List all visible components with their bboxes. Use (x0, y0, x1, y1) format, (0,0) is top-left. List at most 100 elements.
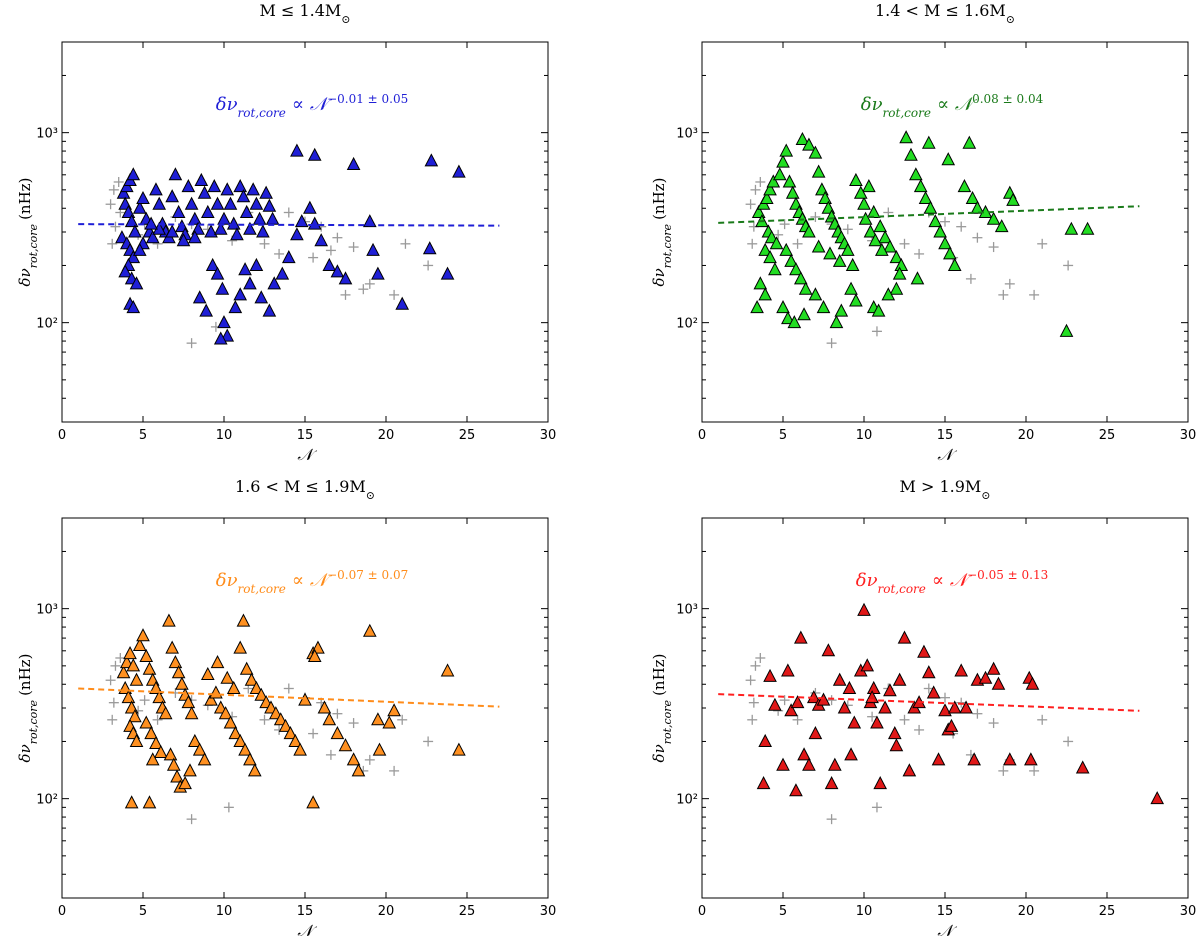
triangle-point (204, 224, 218, 238)
triangle-point (870, 715, 884, 729)
triangle-point (249, 196, 264, 210)
triangle-point (845, 257, 860, 271)
x-tick-label: 20 (378, 428, 395, 443)
plus-point (423, 736, 434, 747)
plus-point (259, 714, 270, 725)
triangle-point (188, 211, 202, 225)
triangle-point (192, 742, 207, 756)
triangle-point (816, 692, 831, 706)
triangle-point (909, 167, 923, 181)
triangle-point (144, 216, 158, 230)
triangle-point (797, 747, 811, 761)
plus-point (810, 211, 821, 222)
triangle-point (776, 154, 790, 168)
triangle-point (371, 712, 385, 726)
x-tick-label: 5 (139, 904, 147, 919)
plus-point (364, 278, 375, 289)
triangle-point (317, 700, 332, 714)
triangle-point (330, 264, 345, 278)
triangle-point (371, 266, 385, 280)
triangle-point (931, 752, 946, 766)
triangle-point (779, 242, 794, 256)
x-tick-label: 30 (1180, 904, 1197, 919)
triangle-point (152, 196, 167, 210)
panel-1: M ≤ 1.4M⊙ 0 5 10 15 20 25 30 10² 10³ 𝒩δνrot,core(n… (16, 1, 556, 464)
plus-point (348, 718, 359, 729)
triangle-point (249, 257, 264, 271)
triangle-point (362, 623, 377, 637)
triangle-point (210, 266, 225, 280)
triangle-point (249, 680, 264, 694)
triangle-point (849, 293, 863, 307)
triangle-point (928, 214, 943, 228)
triangle-point (781, 663, 795, 677)
triangle-point (818, 190, 832, 205)
triangle-point (116, 185, 131, 199)
triangle-point (913, 179, 928, 193)
triangle-point (278, 718, 293, 732)
triangle-point (918, 190, 933, 205)
plus-point (748, 697, 759, 708)
triangle-point (857, 602, 871, 616)
triangle-point (847, 715, 862, 729)
fit-annotation: δνrot,core ∝ 𝒩0.08 ± 0.04 (861, 92, 1044, 120)
triangle-point (844, 747, 858, 761)
triangle-point (246, 182, 260, 196)
triangle-point (239, 661, 254, 675)
triangle-point (128, 709, 142, 723)
triangle-point (395, 296, 410, 310)
triangle-point (152, 690, 167, 704)
triangle-point (307, 147, 322, 161)
triangle-point (124, 795, 139, 809)
triangle-point (440, 266, 455, 280)
triangle-point (874, 242, 889, 256)
x-tick-label: 25 (1099, 428, 1116, 443)
triangle-point (290, 143, 304, 157)
plus-point (988, 718, 999, 729)
triangle-point (802, 137, 816, 151)
triangle-point (132, 637, 147, 651)
triangle-point (116, 665, 131, 679)
x-tick-label: 5 (139, 428, 147, 443)
triangle-point (887, 726, 902, 740)
x-tick-label: 15 (937, 428, 954, 443)
triangle-point (126, 300, 141, 314)
plus-point (972, 232, 983, 243)
triangle-point (962, 135, 977, 149)
triangle-point (145, 752, 160, 766)
plus-point (826, 814, 837, 825)
plus-point (108, 697, 119, 708)
triangle-point (142, 795, 157, 809)
triangle-point (273, 712, 288, 726)
plus-point (152, 714, 163, 725)
triangle-point (171, 665, 186, 679)
triangle-point (941, 152, 956, 166)
triangle-point (228, 726, 243, 740)
triangle-point (338, 271, 353, 285)
x-tick-label: 10 (856, 904, 873, 919)
triangle-point (889, 738, 904, 752)
triangle-point (184, 196, 199, 210)
x-tick-label: 25 (459, 904, 476, 919)
triangle-point (902, 763, 917, 777)
plus-point (113, 176, 124, 187)
triangle-point (210, 655, 225, 669)
plus-point (755, 176, 766, 187)
triangle-point (382, 715, 397, 729)
triangle-point (986, 661, 1001, 675)
triangle-point (849, 172, 863, 186)
triangle-point (816, 300, 831, 314)
triangle-point (223, 196, 238, 210)
triangle-point (1064, 221, 1079, 235)
triangle-point (763, 250, 777, 264)
panel-title: M > 1.9M⊙ (899, 477, 990, 502)
fit-annotation: δνrot,core ∝ 𝒩−0.07 ± 0.07 (216, 568, 409, 596)
triangle-point (789, 783, 803, 797)
triangle-point (790, 695, 805, 709)
triangle-point (322, 712, 337, 726)
triangle-point (236, 189, 251, 203)
plus-point (972, 708, 983, 719)
plus-point (750, 184, 761, 195)
triangle-point (153, 744, 168, 758)
